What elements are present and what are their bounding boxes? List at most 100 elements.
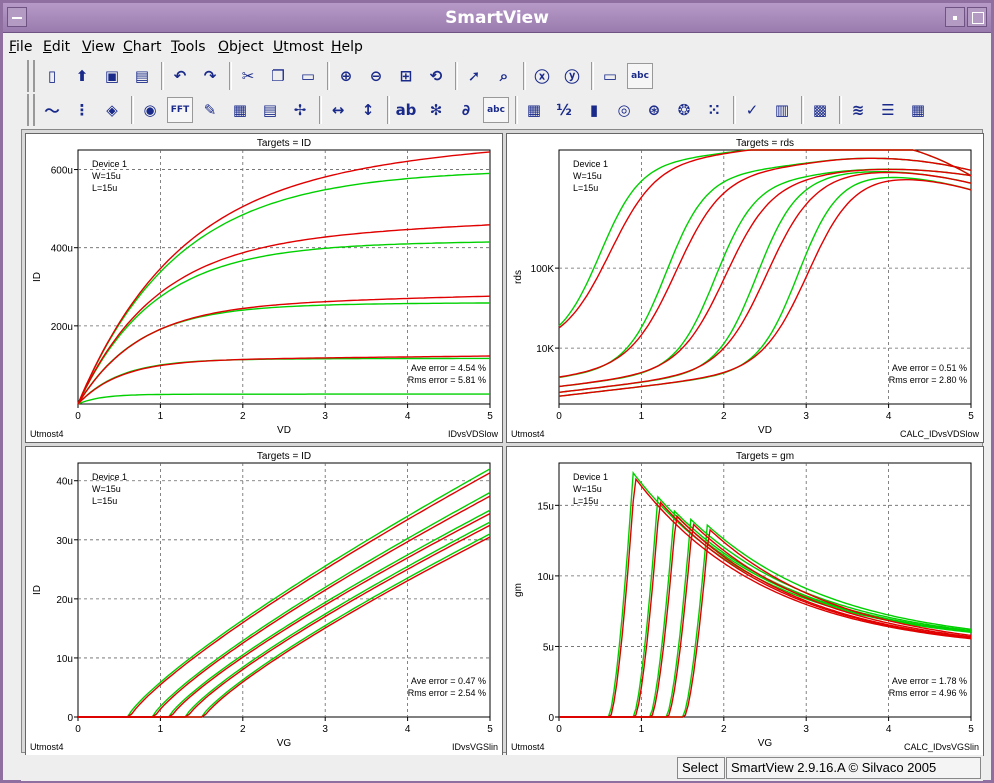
plot-gm-vs-vg[interactable]: 0 1 2 3 4 5 0 5u 10u 15u Targets = gm VG gm Utmost4 CA… — [506, 446, 984, 756]
data-list-icon[interactable]: ⋮ — [74, 101, 90, 119]
y-tick-label: 15u — [537, 501, 554, 512]
toolbar-grip[interactable] — [27, 60, 35, 92]
table-icon[interactable]: ▤ — [262, 101, 278, 119]
plot-id-vs-vd[interactable]: 0 1 2 3 4 5 200u 400u 600u Targets = ID VD ID Utmost… — [25, 133, 503, 443]
y-tick-label: 10u — [537, 572, 554, 583]
menu-chart[interactable]: Chart — [123, 39, 162, 55]
polar-chart-icon[interactable]: ❂ — [677, 101, 691, 119]
rectangle-icon[interactable]: ▭ — [602, 67, 618, 85]
menu-utmost[interactable]: Utmost — [273, 39, 324, 55]
scatter-icon[interactable]: ⁙ — [707, 101, 721, 119]
camera-icon[interactable]: ◉ — [143, 101, 157, 119]
y-axis-label: rds — [513, 270, 524, 284]
derivative-icon[interactable]: ∂ — [461, 101, 471, 119]
histogram-icon[interactable]: ▮ — [589, 101, 599, 119]
zoom-out-icon[interactable]: ⊖ — [369, 67, 383, 85]
y-tick-label: 30u — [56, 536, 73, 547]
menu-view[interactable]: View — [82, 39, 116, 55]
plot-rds-vs-vd[interactable]: 0 1 2 3 4 5 10K 100K Targets = rds VD rds Utmost4 CA… — [506, 133, 984, 443]
toolbar-separator — [229, 62, 232, 90]
pointer-icon[interactable]: ➚ — [467, 67, 481, 85]
toolbar-separator — [455, 62, 458, 90]
zoom-fit-icon[interactable]: ⊞ — [399, 67, 413, 85]
scatter-label-icon[interactable]: ✻ — [429, 101, 443, 119]
y-tick-label: 40u — [56, 477, 73, 488]
multi-line-icon[interactable]: ≋ — [851, 101, 865, 119]
zoom-x-icon[interactable]: ⓧ — [534, 67, 550, 86]
target-icon[interactable]: ◎ — [617, 101, 631, 119]
simulated-curve — [77, 302, 490, 405]
line-chart-icon[interactable]: 〜 — [44, 101, 60, 120]
copy-icon[interactable]: ❐ — [271, 67, 285, 85]
toolbar-grip[interactable] — [27, 94, 35, 126]
palette-icon[interactable]: ◈ — [106, 101, 118, 119]
menu-object[interactable]: Object — [218, 39, 264, 55]
error-label: Rms error = 5.81 % — [408, 375, 486, 385]
open-icon[interactable]: ⬆ — [75, 67, 89, 85]
x-tick-label: 0 — [556, 411, 562, 422]
y-tick-label: 200u — [51, 322, 73, 333]
fft-icon[interactable]: FFT — [167, 97, 193, 123]
maximize-button[interactable] — [967, 7, 987, 27]
sweep-icon[interactable]: ½ — [556, 101, 572, 119]
edit-chart-icon[interactable]: ✎ — [203, 101, 217, 119]
layout-icon[interactable]: ▦ — [910, 101, 926, 119]
x-axis-label: VG — [758, 738, 773, 749]
minimize-button[interactable] — [945, 7, 965, 27]
label-ab-icon[interactable]: ab — [395, 101, 417, 119]
text-abc2-icon[interactable]: abc — [483, 97, 509, 123]
print-icon[interactable]: ▤ — [134, 67, 150, 85]
toolbar-separator — [801, 96, 804, 124]
paste-icon[interactable]: ▭ — [300, 67, 316, 85]
bars-green-icon[interactable]: ▥ — [774, 101, 790, 119]
zoom-in-icon[interactable]: ⊕ — [339, 67, 353, 85]
polar-icon[interactable]: ⊛ — [647, 101, 661, 119]
grid-red-icon[interactable]: ▦ — [526, 101, 542, 119]
y-axis-label: ID — [32, 585, 43, 595]
calculator-icon[interactable]: ▦ — [232, 101, 248, 119]
x-tick-label: 4 — [405, 724, 411, 735]
settings-bars-icon[interactable]: ☰ — [881, 101, 895, 119]
density-icon[interactable]: ▩ — [812, 101, 828, 119]
menu-edit[interactable]: Edit — [43, 39, 71, 55]
zoom-box-icon[interactable]: ⌕ — [499, 67, 509, 85]
measured-curve — [77, 295, 491, 405]
device-label: W=15u — [92, 171, 121, 181]
measured-curve — [558, 171, 972, 393]
menu-tools[interactable]: Tools — [171, 39, 206, 55]
plot-gm-vs-vg-svg: 0 1 2 3 4 5 0 5u 10u 15u Targets = gm VG gm Utmost4 CA… — [511, 451, 979, 752]
redo-icon[interactable]: ↷ — [203, 67, 217, 85]
menu-help[interactable]: Help — [331, 39, 363, 55]
x-axis-label: VG — [277, 738, 292, 749]
save-icon[interactable]: ▣ — [104, 67, 120, 85]
plot-id-vs-vg[interactable]: 0 1 2 3 4 5 0 10u 20u 30u 40u Targets = ID VG ID Utmos… — [25, 446, 503, 756]
menu-file[interactable]: File — [9, 39, 33, 55]
cut-icon[interactable]: ✂ — [241, 67, 255, 85]
y-tick-label: 10K — [536, 344, 554, 355]
ruler-y-icon[interactable]: ↕ — [361, 101, 375, 119]
heart-table-icon[interactable]: ✢ — [293, 101, 307, 119]
text-abc-icon[interactable]: abc — [627, 63, 653, 89]
error-label: Rms error = 2.54 % — [408, 688, 486, 698]
measured-curve — [78, 472, 491, 718]
window-menu-button[interactable] — [7, 7, 27, 27]
footer-left: Utmost4 — [511, 742, 545, 752]
title-bar[interactable]: SmartView — [3, 3, 991, 33]
device-label: W=15u — [92, 484, 121, 494]
zoom-y-icon[interactable]: ⓨ — [564, 67, 580, 86]
measured-curve — [558, 157, 972, 378]
x-axis-label: VD — [277, 425, 291, 436]
ruler-x-icon[interactable]: ↔ — [331, 101, 345, 119]
plot-frame — [558, 462, 972, 718]
undo-icon[interactable]: ↶ — [173, 67, 187, 85]
x-tick-label: 3 — [803, 411, 809, 422]
zoom-reset-icon[interactable]: ⟲ — [429, 67, 443, 85]
toolbar-separator — [733, 96, 736, 124]
measured-curve — [559, 477, 972, 718]
plot-id-vs-vg-svg: 0 1 2 3 4 5 0 10u 20u 30u 40u Targets = ID VG ID Utmos… — [30, 451, 498, 752]
footer-left: Utmost4 — [30, 429, 64, 439]
line-check-icon[interactable]: ✓ — [745, 101, 759, 119]
toolbar-separator — [327, 62, 330, 90]
error-label: Rms error = 2.80 % — [889, 375, 967, 385]
new-icon[interactable]: ▯ — [47, 67, 57, 85]
